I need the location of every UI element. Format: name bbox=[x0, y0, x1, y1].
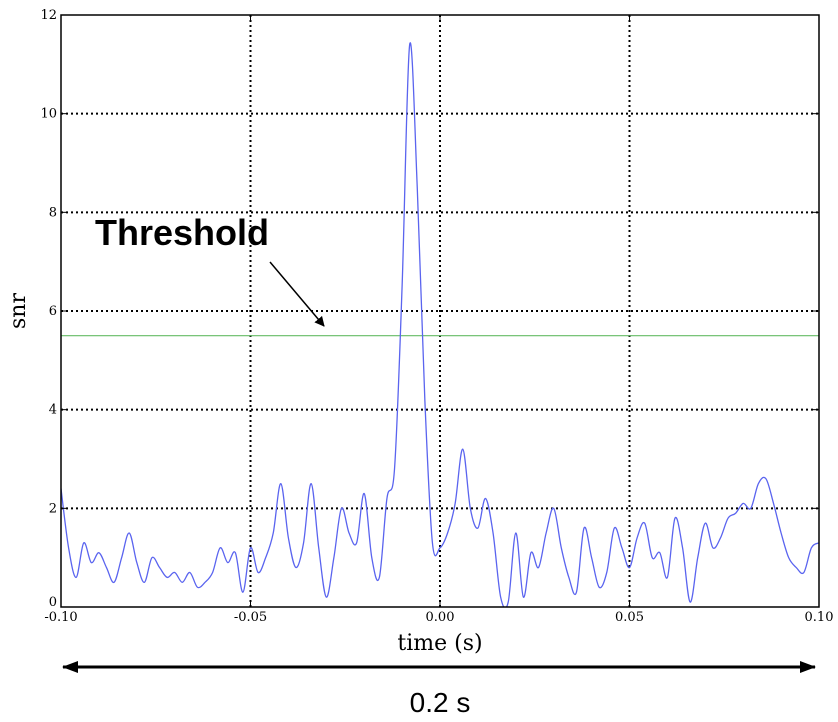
x-tick-label: 0.05 bbox=[615, 610, 644, 625]
y-tick-label: 0 bbox=[49, 595, 57, 610]
span-label: 0.2 s bbox=[410, 687, 471, 718]
x-tick-label: 0.00 bbox=[426, 610, 455, 625]
threshold-annotation: Threshold bbox=[95, 212, 269, 253]
tick-marks bbox=[60, 14, 820, 608]
y-axis-label: snr bbox=[6, 293, 31, 329]
y-tick-label: 4 bbox=[49, 403, 57, 418]
threshold-annotation-arrow bbox=[269, 261, 325, 327]
y-tick-labels: 0 2 4 6 8 10 12 bbox=[40, 8, 57, 610]
y-tick-label: 10 bbox=[40, 107, 57, 122]
x-tick-label: -0.10 bbox=[44, 610, 77, 625]
x-tick-label: 0.10 bbox=[805, 610, 834, 625]
y-tick-label: 8 bbox=[49, 205, 57, 220]
x-tick-labels: -0.10 -0.05 0.00 0.05 0.10 bbox=[44, 610, 833, 625]
y-tick-label: 2 bbox=[49, 501, 57, 516]
grid-lines bbox=[61, 15, 819, 607]
x-tick-label: -0.05 bbox=[234, 610, 267, 625]
y-tick-label: 6 bbox=[49, 304, 57, 319]
x-axis-label: time (s) bbox=[397, 631, 482, 656]
snr-series-line bbox=[61, 42, 819, 607]
y-tick-label: 12 bbox=[40, 8, 57, 23]
